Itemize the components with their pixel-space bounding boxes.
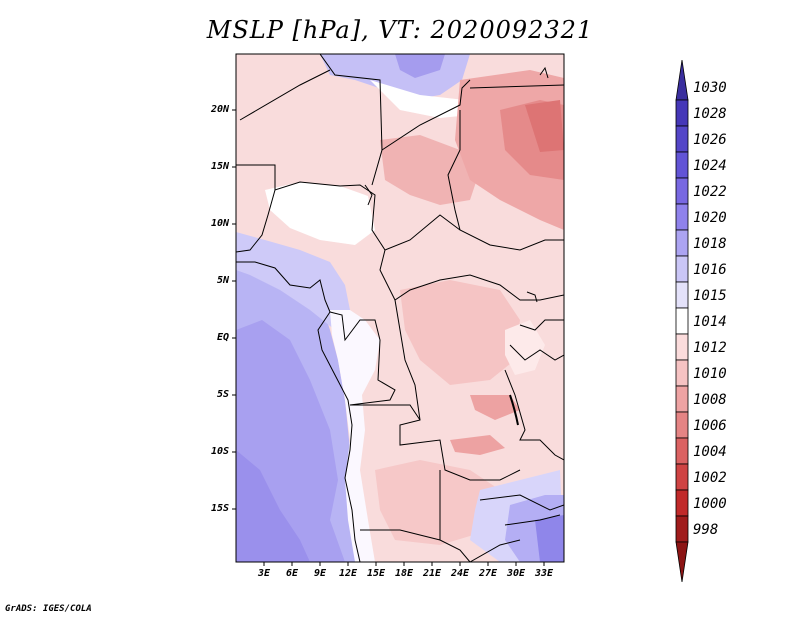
lon-label: 33E [534, 568, 554, 579]
colorbar-swatch [675, 489, 689, 517]
colorbar-swatch [675, 177, 689, 205]
colorbar-label: 998 [693, 522, 719, 538]
lon-label: 24E [450, 568, 470, 579]
colorbar-swatch [675, 411, 689, 439]
lat-label: 5S [216, 389, 229, 400]
colorbar-swatch [675, 515, 689, 543]
colorbar-swatch [675, 125, 689, 153]
lat-label: 5N [216, 275, 229, 286]
colorbar-label: 1002 [693, 470, 727, 486]
colorbar-label: 1010 [693, 366, 727, 382]
lat-label: 10S [210, 446, 229, 457]
colorbar-label: 1024 [693, 158, 727, 174]
colorbar-swatch [675, 359, 689, 387]
colorbar-swatch [675, 333, 689, 361]
colorbar-label: 1006 [693, 418, 727, 434]
axis-ticks [232, 109, 545, 566]
lon-label: 21E [422, 568, 442, 579]
colorbar-label: 1026 [693, 132, 727, 148]
pressure-field [236, 54, 564, 562]
colorbar-swatch [675, 99, 689, 127]
lon-label: 3E [257, 568, 271, 579]
colorbar-label: 1016 [693, 262, 727, 278]
colorbar [675, 59, 689, 583]
map-title: MSLP [hPa], VT: 2020092321 [206, 16, 594, 44]
lat-label: 15S [210, 503, 229, 514]
colorbar-swatch [675, 281, 689, 309]
credit-text: GrADS: IGES/COLA [5, 604, 92, 614]
colorbar-cap-top [675, 59, 689, 101]
country-borders [236, 54, 564, 562]
lon-label: 6E [285, 568, 299, 579]
colorbar-label: 1018 [693, 236, 727, 252]
colorbar-swatch [675, 229, 689, 257]
colorbar-label: 1030 [693, 80, 727, 96]
colorbar-label: 1014 [693, 314, 727, 330]
lon-label: 15E [366, 568, 386, 579]
lon-label: 30E [506, 568, 526, 579]
colorbar-cap-bottom [675, 541, 689, 583]
colorbar-swatch [675, 203, 689, 231]
colorbar-swatch [675, 151, 689, 179]
colorbar-swatch [675, 385, 689, 413]
lon-label: 18E [394, 568, 414, 579]
colorbar-label: 1028 [693, 106, 727, 122]
colorbar-label: 1022 [693, 184, 727, 200]
lon-label: 9E [313, 568, 327, 579]
map-frame [235, 53, 565, 563]
colorbar-label: 1004 [693, 444, 727, 460]
colorbar-label: 1008 [693, 392, 727, 408]
lon-label: 27E [478, 568, 498, 579]
colorbar-label: 1012 [693, 340, 727, 356]
colorbar-swatch [675, 307, 689, 335]
colorbar-label: 1015 [693, 288, 727, 304]
lon-label: 12E [338, 568, 358, 579]
lat-label: 20N [210, 104, 229, 115]
lat-label: 15N [210, 161, 229, 172]
colorbar-label: 1020 [693, 210, 727, 226]
colorbar-swatch [675, 463, 689, 491]
lat-label: EQ [216, 332, 229, 343]
colorbar-swatch [675, 437, 689, 465]
colorbar-label: 1000 [693, 496, 727, 512]
lat-label: 10N [210, 218, 229, 229]
colorbar-swatch [675, 255, 689, 283]
